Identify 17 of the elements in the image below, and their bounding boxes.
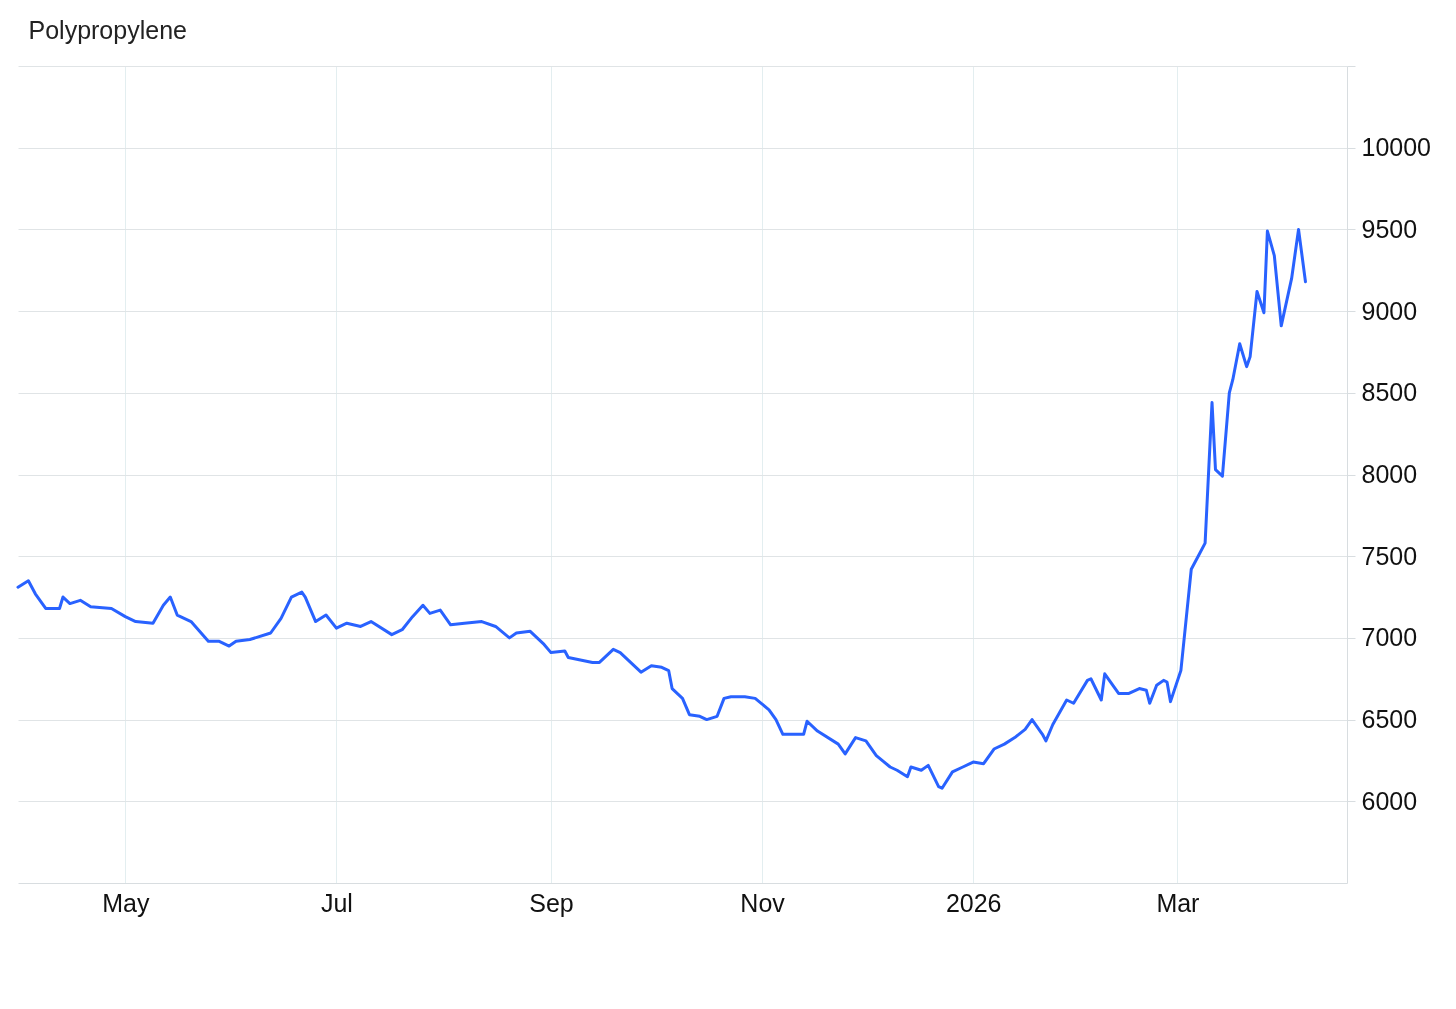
y-tick-label: 8500 — [1361, 378, 1418, 407]
x-tick-label: Mar — [1156, 888, 1200, 917]
x-tick-label: Nov — [740, 888, 786, 917]
x-tick-label: Sep — [529, 888, 574, 917]
y-tick-label: 8000 — [1361, 460, 1418, 488]
y-tick-label: 6000 — [1361, 786, 1418, 815]
x-tick-label: 2026 — [945, 888, 1002, 917]
x-tick-label: May — [102, 888, 150, 917]
y-tick-label: 6500 — [1361, 705, 1418, 734]
y-tick-label: 9000 — [1361, 296, 1418, 325]
y-tick-label: 7500 — [1361, 541, 1418, 570]
x-tick-label: Jul — [320, 888, 353, 917]
y-tick-label: 9500 — [1361, 214, 1418, 243]
chart-title: Polypropylene — [28, 15, 187, 44]
line-series — [16, 227, 1307, 790]
y-tick-label: 10000 — [1361, 133, 1432, 162]
y-tick-label: 7000 — [1361, 623, 1418, 652]
